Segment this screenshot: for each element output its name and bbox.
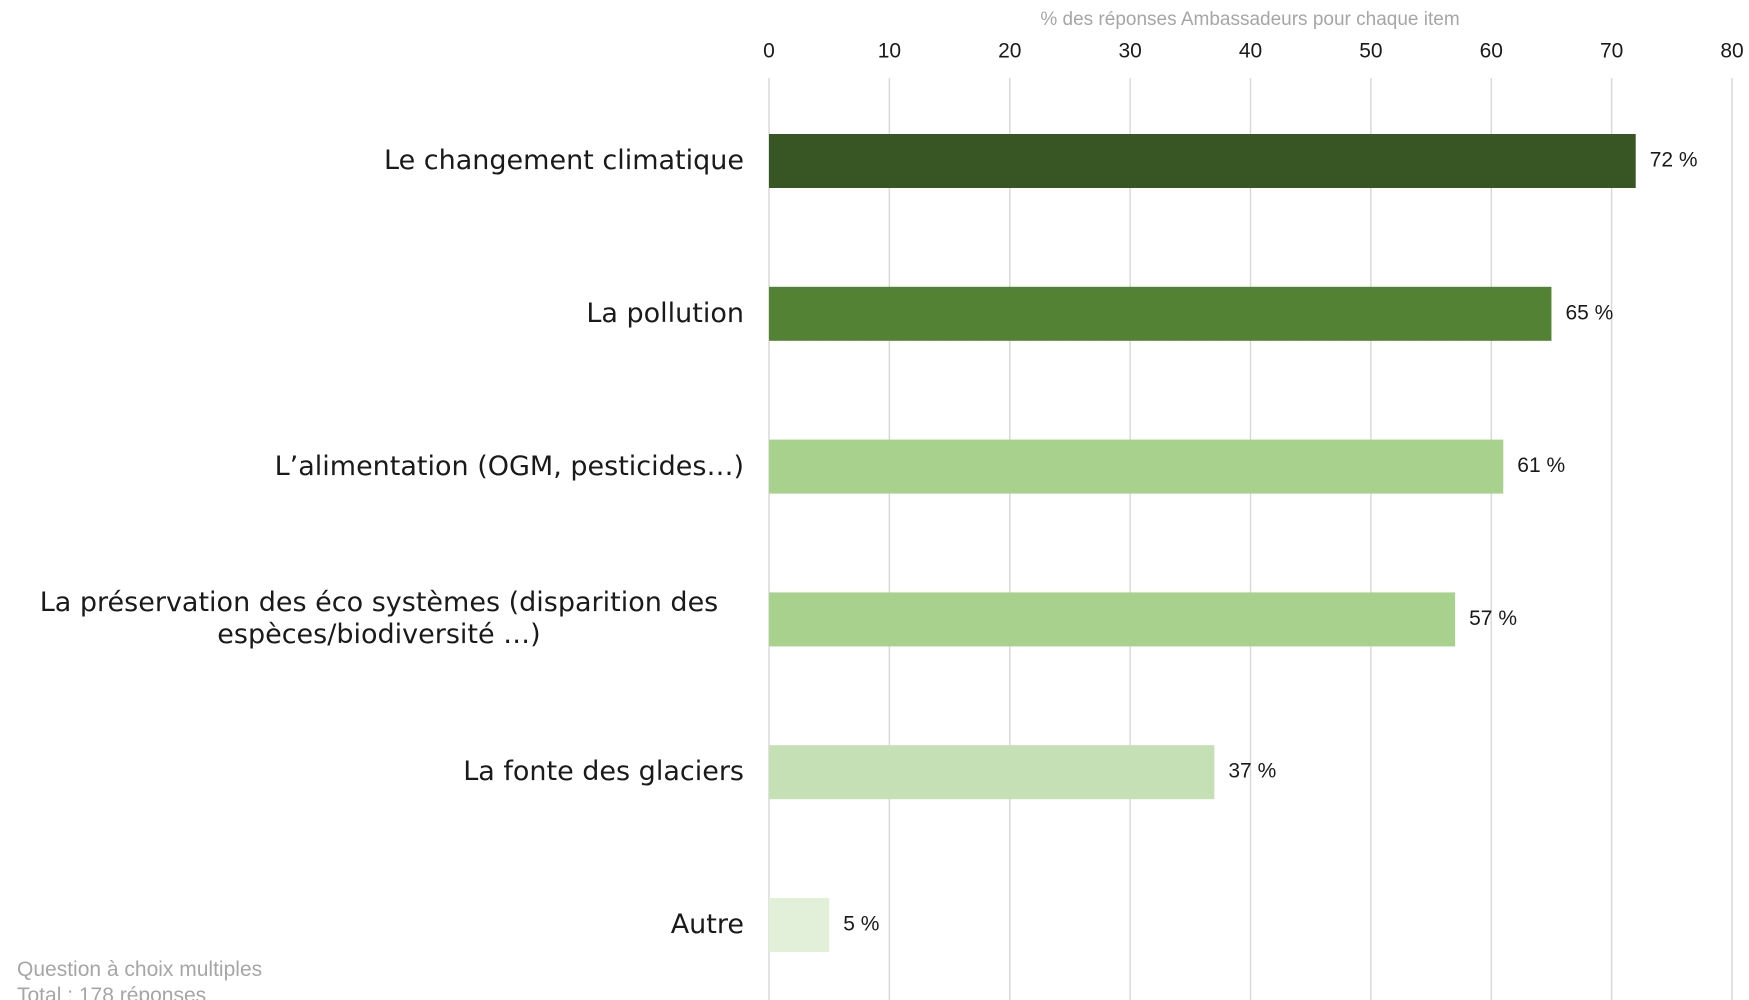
value-label: 65 % [1565,301,1613,324]
note: Total : 178 réponses [17,984,207,1000]
x-tick-label: 50 [1359,40,1382,63]
value-label: 57 % [1469,607,1517,630]
bar [769,898,830,952]
bar [769,592,1456,647]
bar [769,745,1215,800]
value-label: 72 % [1650,149,1698,172]
category-label: La préservation des éco systèmes (dispar… [39,587,719,651]
value-label: 5 % [843,913,879,936]
value-label: 61 % [1517,454,1565,477]
category-label: L’alimentation (OGM, pesticides…) [274,450,744,482]
x-tick-label: 40 [1239,40,1262,63]
x-tick-label: 60 [1480,40,1503,63]
bar [769,134,1636,188]
x-tick-label: 70 [1600,40,1623,63]
x-tick-label: 80 [1720,40,1743,63]
category-label: La pollution [586,297,744,329]
note: Question à choix multiples [17,958,263,981]
category-label: Autre [670,909,744,940]
bar [769,286,1552,341]
x-tick-label: 30 [1118,40,1141,63]
x-tick-label: 20 [998,40,1021,63]
category-label: La fonte des glaciers [463,756,744,788]
bar [769,439,1504,494]
x-tick-label: 0 [763,40,775,63]
value-label: 37 % [1228,760,1276,783]
x-tick-label: 10 [878,40,901,63]
category-label: Le changement climatique [384,145,744,176]
x-axis-label: % des réponses Ambassadeurs pour chaque … [1040,9,1459,30]
